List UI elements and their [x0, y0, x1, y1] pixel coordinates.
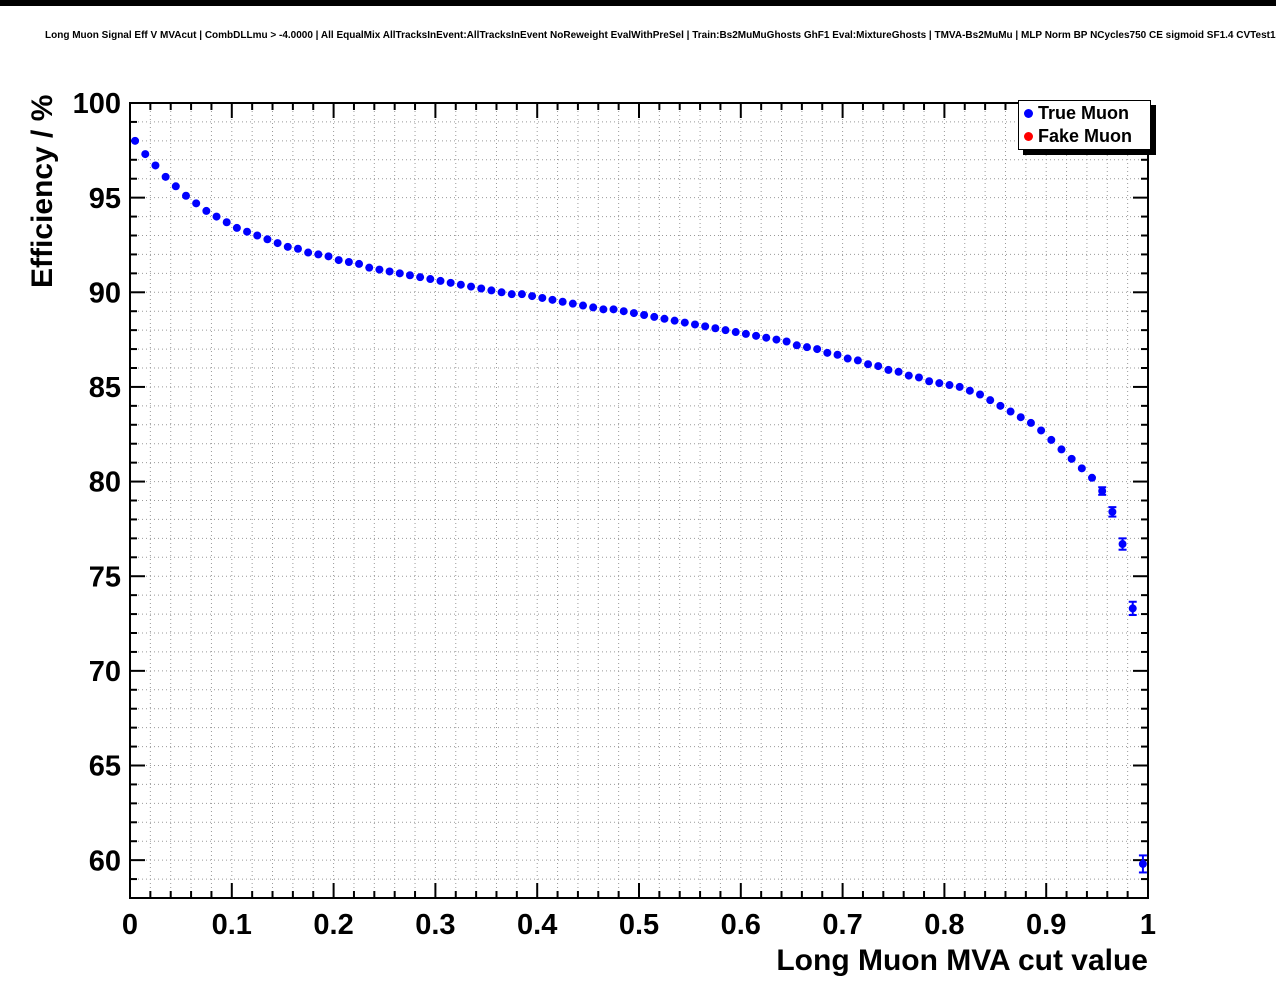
y-axis-title: Efficiency / % — [26, 94, 59, 288]
y-tick-label: 100 — [73, 88, 121, 120]
x-tick-label: 1 — [1140, 909, 1156, 941]
x-tick-label: 0 — [122, 909, 138, 941]
series-true-muon — [131, 136, 1147, 874]
x-tick-label: 0.3 — [415, 909, 455, 941]
ticks-layer — [129, 102, 1149, 899]
x-tick-label: 0.7 — [822, 909, 862, 941]
window-top-border — [0, 0, 1276, 6]
y-tick-label: 80 — [89, 467, 121, 499]
x-tick-label: 0.6 — [721, 909, 761, 941]
y-tick-label: 75 — [89, 561, 121, 593]
grid-layer — [130, 103, 1148, 898]
x-tick-label: 0.1 — [212, 909, 252, 941]
legend-entry-true-muon: True Muon — [1019, 102, 1150, 125]
y-tick-label: 70 — [89, 656, 121, 688]
fake-muon-marker-icon — [1024, 132, 1033, 141]
y-tick-label: 90 — [89, 277, 121, 309]
legend-label-true-muon: True Muon — [1038, 103, 1129, 123]
x-tick-label: 0.9 — [1026, 909, 1066, 941]
x-axis-title: Long Muon MVA cut value — [776, 944, 1148, 977]
x-tick-label: 0.2 — [313, 909, 353, 941]
y-tick-label: 65 — [89, 751, 121, 783]
tick-labels-layer: 60 65 70 75 80 85 90 95 100 0 0.1 0.2 0.3 0.4 0.5 0.6 0.… — [73, 88, 1156, 941]
y-tick-label: 95 — [89, 183, 121, 215]
legend-label-fake-muon: Fake Muon — [1038, 126, 1133, 146]
true-muon-marker-icon — [1024, 109, 1033, 118]
y-tick-label: 60 — [89, 845, 121, 877]
legend-entry-fake-muon: Fake Muon — [1019, 125, 1150, 148]
plot-title: Long Muon Signal Eff V MVAcut | CombDLLm… — [45, 30, 1276, 41]
x-tick-label: 0.4 — [517, 909, 557, 941]
x-tick-label: 0.8 — [924, 909, 964, 941]
x-tick-label: 0.5 — [619, 909, 659, 941]
y-tick-label: 85 — [89, 372, 121, 404]
legend: True Muon Fake Muon — [1018, 100, 1151, 150]
